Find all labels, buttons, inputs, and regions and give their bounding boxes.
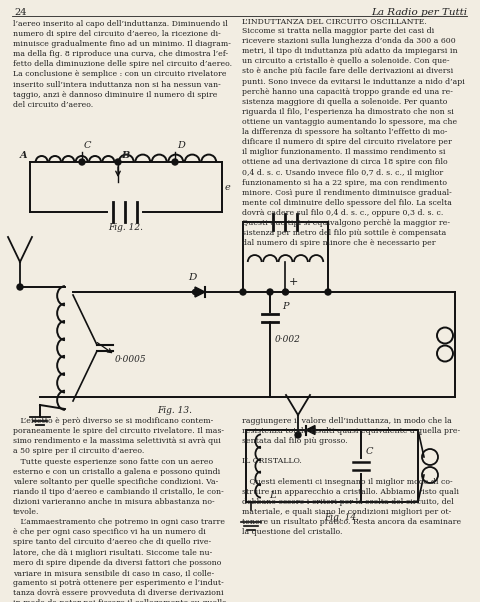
Text: D: D xyxy=(187,273,196,282)
Text: A: A xyxy=(19,151,27,160)
Circle shape xyxy=(324,289,330,295)
Text: +: + xyxy=(288,277,297,287)
Text: l’aereo inserito al capo dell’induttanza. Diminuendo il
numero di spire del circ: l’aereo inserito al capo dell’induttanza… xyxy=(13,20,232,109)
Text: Fig. 14.: Fig. 14. xyxy=(324,513,359,522)
Polygon shape xyxy=(305,426,314,435)
Text: 0·0005: 0·0005 xyxy=(115,355,146,364)
Text: L’effetto è però diverso se si modificano contem-
poraneamente le spire del circ: L’effetto è però diverso se si modifican… xyxy=(13,417,226,602)
Circle shape xyxy=(17,284,23,290)
Text: e: e xyxy=(225,182,230,191)
Text: D: D xyxy=(177,141,184,150)
Circle shape xyxy=(266,289,273,295)
Circle shape xyxy=(115,159,121,165)
Text: Fig. 13.: Fig. 13. xyxy=(157,406,192,415)
Text: Fig. 12.: Fig. 12. xyxy=(108,223,143,232)
Circle shape xyxy=(172,159,178,165)
Circle shape xyxy=(294,432,300,438)
Text: L: L xyxy=(268,491,275,500)
Text: raggiungere il valore dell’induttanza, in modo che la
resistenza totale risulti : raggiungere il valore dell’induttanza, i… xyxy=(241,417,460,536)
Text: La Radio per Tutti: La Radio per Tutti xyxy=(370,8,466,17)
Text: C: C xyxy=(365,447,373,456)
Circle shape xyxy=(192,290,197,294)
Text: B: B xyxy=(121,151,129,160)
Circle shape xyxy=(79,159,85,165)
Text: Siccome si tratta nella maggior parte dei casi di
ricevere stazioni sulla lunghe: Siccome si tratta nella maggior parte de… xyxy=(241,27,464,247)
Text: 0·002: 0·002 xyxy=(275,335,300,344)
Text: L’INDUTTANZA DEL CIRCUITO OSCILLANTE.: L’INDUTTANZA DEL CIRCUITO OSCILLANTE. xyxy=(241,18,426,26)
Circle shape xyxy=(282,289,288,295)
Text: C: C xyxy=(84,141,91,150)
Text: 24: 24 xyxy=(14,8,26,17)
Text: P: P xyxy=(282,302,288,311)
Circle shape xyxy=(240,289,245,295)
Polygon shape xyxy=(194,287,204,297)
